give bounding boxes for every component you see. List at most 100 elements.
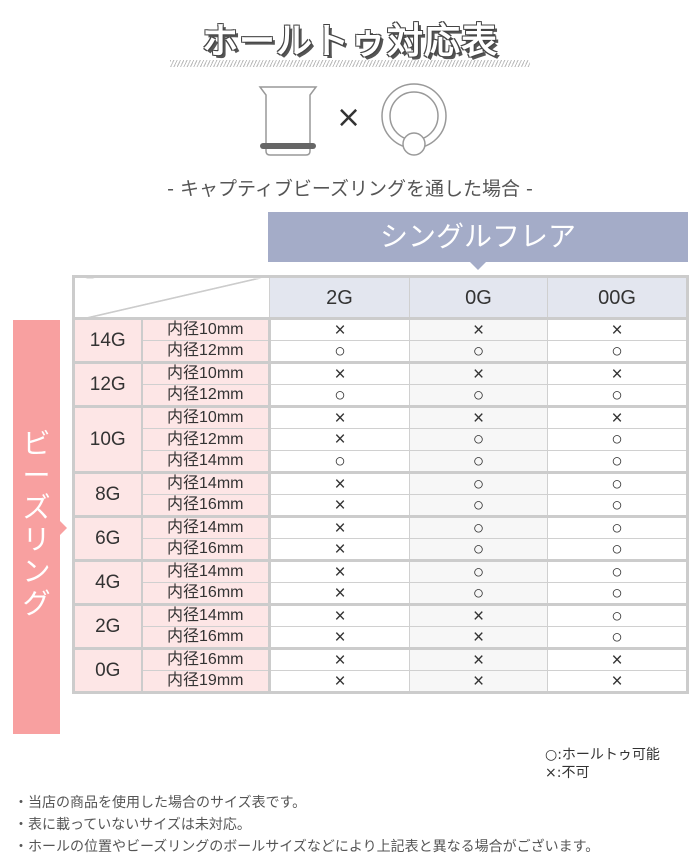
gauge-cell: 0G xyxy=(73,647,143,693)
inner-diameter-cell: 内径12mm xyxy=(141,340,271,363)
side-label-char: ビ xyxy=(22,427,51,460)
compatibility-mark: ○ xyxy=(409,340,548,363)
gauge-cell: 12G xyxy=(73,361,143,407)
compatibility-mark: ○ xyxy=(547,559,688,583)
side-label-char: ズ xyxy=(22,491,51,524)
compatibility-mark: × xyxy=(547,647,688,671)
times-symbol: × xyxy=(336,100,362,135)
notes: ・当店の商品を使用した場合のサイズ表です。 ・表に載っていないサイズは未対応。 … xyxy=(14,792,599,858)
compatibility-mark: × xyxy=(269,603,410,627)
gauge-cell: 6G xyxy=(73,515,143,561)
compatibility-mark: ○ xyxy=(409,494,548,517)
captive-bead-ring-icon xyxy=(381,83,447,156)
side-label-arrow xyxy=(60,521,67,535)
table-row: 内径12mm ○ ○ ○ xyxy=(74,384,688,407)
inner-diameter-cell: 内径16mm xyxy=(141,494,271,517)
compatibility-mark: × xyxy=(269,494,410,517)
inner-diameter-cell: 内径19mm xyxy=(141,670,271,693)
legend-not-possible: ×:不可 xyxy=(545,765,590,781)
compatibility-mark: × xyxy=(269,582,410,605)
subtitle: - キャプティブビーズリングを通した場合 - xyxy=(167,178,533,200)
inner-diameter-cell: 内径14mm xyxy=(141,450,271,473)
note: ・ホールの位置やビーズリングのボールサイズなどにより上記表と異なる場合がございま… xyxy=(14,839,600,855)
column-header: 2G xyxy=(269,276,410,320)
gauge-cell: 14G xyxy=(73,318,143,363)
inner-diameter-cell: 内径14mm xyxy=(141,559,271,583)
inner-diameter-cell: 内径14mm xyxy=(141,471,271,495)
note: ・当店の商品を使用した場合のサイズ表です。 xyxy=(14,795,307,811)
gauge-cell: 2G xyxy=(73,603,143,649)
side-label-char: グ xyxy=(22,587,51,620)
inner-diameter-cell: 内径12mm xyxy=(141,384,271,407)
gauge-cell: 4G xyxy=(73,559,143,605)
compatibility-mark: ○ xyxy=(547,450,688,473)
compatibility-mark: × xyxy=(547,361,688,385)
corner-cell xyxy=(73,276,270,320)
compatibility-mark: × xyxy=(269,559,410,583)
compatibility-mark: ○ xyxy=(269,384,410,407)
side-label-char: リ xyxy=(22,523,51,556)
compatibility-mark: ○ xyxy=(269,340,410,363)
inner-diameter-cell: 内径14mm xyxy=(141,515,271,539)
side-label-char: ー xyxy=(22,459,51,492)
compatibility-mark: ○ xyxy=(409,471,548,495)
gauge-cell: 8G xyxy=(73,471,143,517)
inner-diameter-cell: 内径16mm xyxy=(141,647,271,671)
compatibility-mark: × xyxy=(269,471,410,495)
compatibility-mark: × xyxy=(547,318,688,341)
gauge-cell: 10G xyxy=(73,405,143,473)
compatibility-mark: ○ xyxy=(409,515,548,539)
compatibility-mark: × xyxy=(269,405,410,429)
inner-diameter-cell: 内径10mm xyxy=(141,361,271,385)
inner-diameter-cell: 内径16mm xyxy=(141,626,271,649)
compatibility-mark: × xyxy=(269,626,410,649)
table-row: 0G 内径16mm × × × xyxy=(73,647,688,693)
table-row: 内径12mm × ○ ○ xyxy=(74,428,688,451)
compatibility-mark: × xyxy=(547,405,688,429)
compatibility-mark: × xyxy=(409,603,548,627)
inner-diameter-cell: 内径16mm xyxy=(141,538,271,561)
compatibility-mark: × xyxy=(409,670,548,693)
compatibility-mark: ○ xyxy=(547,582,688,605)
table-row: 12G 内径10mm × × × xyxy=(73,361,688,407)
compatibility-mark: × xyxy=(409,361,548,385)
compatibility-mark: × xyxy=(409,626,548,649)
compatibility-mark: ○ xyxy=(547,626,688,649)
compatibility-mark: × xyxy=(269,647,410,671)
compatibility-mark: ○ xyxy=(547,384,688,407)
single-flare-plug-icon xyxy=(258,86,318,156)
compatibility-mark: ○ xyxy=(409,428,548,451)
inner-diameter-cell: 内径10mm xyxy=(141,405,271,429)
column-header: 0G xyxy=(409,276,548,320)
title-underline xyxy=(170,60,530,67)
compatibility-mark: ○ xyxy=(547,428,688,451)
compatibility-mark: × xyxy=(269,538,410,561)
table-row: 内径12mm ○ ○ ○ xyxy=(74,340,688,363)
table-row: 内径16mm × × ○ xyxy=(74,626,688,649)
table-row: 6G 内径14mm × ○ ○ xyxy=(73,515,688,561)
compatibility-mark: × xyxy=(409,405,548,429)
compatibility-mark: × xyxy=(269,428,410,451)
compatibility-mark: × xyxy=(269,361,410,385)
compatibility-mark: ○ xyxy=(409,538,548,561)
legend-possible: ○:ホールトゥ可能 xyxy=(545,747,660,763)
table-row: 4G 内径14mm × ○ ○ xyxy=(73,559,688,605)
page-title: ホールトゥ対応表 xyxy=(201,21,498,62)
header-row: 2G 0G 00G xyxy=(73,276,688,320)
compatibility-mark: ○ xyxy=(409,384,548,407)
compatibility-mark: × xyxy=(409,318,548,341)
compatibility-mark: ○ xyxy=(409,582,548,605)
table-row: 14G 内径10mm × × × xyxy=(73,318,688,363)
note: ・表に載っていないサイズは未対応。 xyxy=(14,817,251,833)
compatibility-mark: ○ xyxy=(547,471,688,495)
inner-diameter-cell: 内径16mm xyxy=(141,582,271,605)
table-row: 10G 内径10mm × × × xyxy=(73,405,688,473)
compatibility-mark: ○ xyxy=(547,515,688,539)
compatibility-mark: ○ xyxy=(547,340,688,363)
compatibility-table: 2G 0G 00G 14G 内径10mm × × × 内径12mm ○ ○ ○ 12G 内径10mm… xyxy=(72,275,689,694)
legend: ○:ホールトゥ可能 ×:不可 xyxy=(545,746,660,782)
table-row: 2G 内径14mm × × ○ xyxy=(73,603,688,649)
inner-diameter-cell: 内径12mm xyxy=(141,428,271,451)
compatibility-mark: ○ xyxy=(269,450,410,473)
column-header: 00G xyxy=(547,276,688,320)
